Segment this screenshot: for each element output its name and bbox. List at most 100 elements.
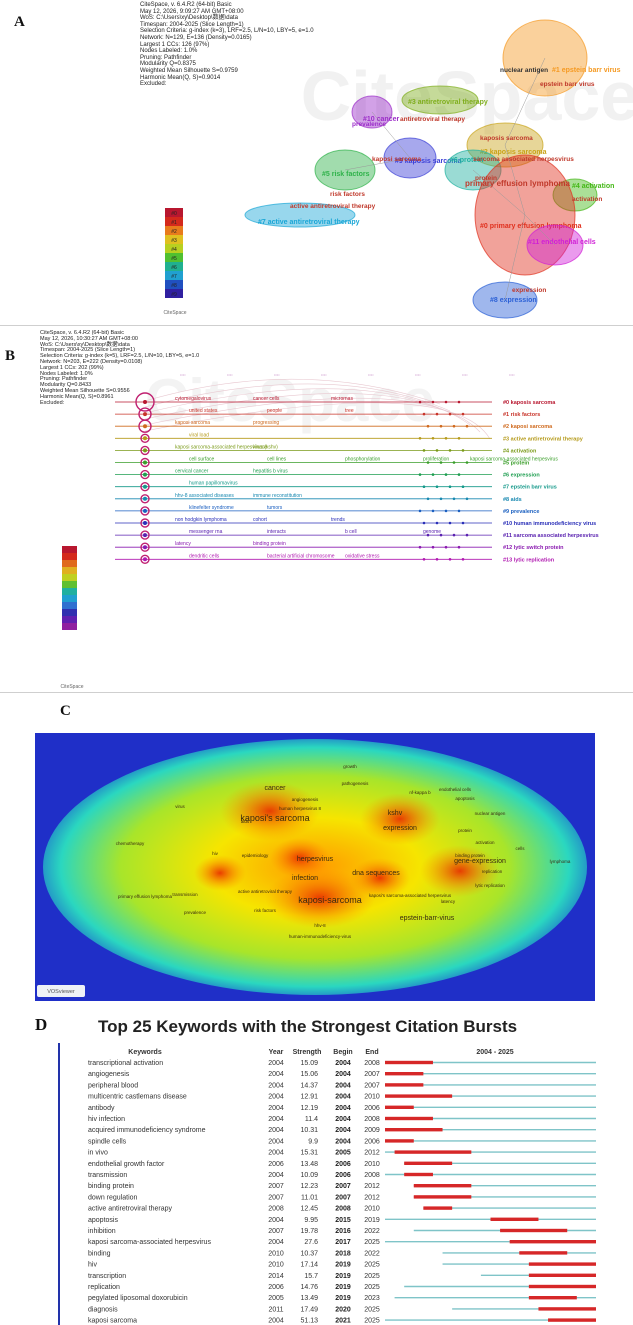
keyword-node [436, 522, 439, 525]
burst-keyword: transmission [88, 1172, 127, 1179]
keyword-node [453, 461, 456, 464]
timeline-term: micrornas [331, 396, 353, 402]
burst-bar [529, 1296, 577, 1299]
burst-end: 2025 [364, 1306, 380, 1313]
burst-strength: 9.9 [308, 1138, 318, 1145]
burst-keyword: apoptosis [88, 1217, 118, 1224]
keyword-node-core [143, 521, 147, 525]
burst-bar [491, 1218, 539, 1221]
keyword-node [419, 510, 422, 513]
panel-a-cluster-network: CiteSpace#1 epstein barr virus#10 cancer… [0, 0, 633, 325]
timeline-term: dendritic cells [189, 553, 220, 559]
keyword-node [458, 510, 461, 513]
panel-a: A CiteSpace, v. 6.4.R2 (64-bit) Basic May… [0, 0, 633, 325]
keyword-node [419, 473, 422, 476]
burst-row: kaposi sarcoma-associated herpesvirus 200… [88, 1239, 596, 1246]
timeline-cluster-label: #2 kaposi sarcoma [503, 424, 553, 430]
burst-bar [423, 1206, 452, 1209]
burst-year: 2004 [268, 1138, 284, 1145]
keyword-node [458, 546, 461, 549]
keyword-node [466, 498, 469, 501]
keyword-node [436, 449, 439, 452]
keyword-node [462, 558, 465, 561]
burst-keyword: hiv infection [88, 1116, 125, 1123]
burst-end: 2012 [364, 1150, 380, 1157]
burst-year: 2007 [268, 1183, 284, 1190]
burst-end: 2025 [364, 1318, 380, 1325]
keyword-node [419, 437, 422, 440]
burst-end: 2025 [364, 1284, 380, 1291]
legend-swatch [62, 560, 77, 567]
legend-tick: #1 [171, 220, 177, 226]
keyword-node [432, 437, 435, 440]
burst-keyword: inhibition [88, 1228, 116, 1235]
timeline-term: hhv-8 associated diseases [175, 493, 234, 499]
timeline-cluster-label: #13 lytic replication [503, 557, 555, 563]
keyword-node [432, 401, 435, 404]
burst-end: 2008 [364, 1116, 380, 1123]
burst-keyword: antibody [88, 1105, 115, 1112]
burst-strength: 17.49 [300, 1306, 318, 1313]
density-term: epidemiology [242, 853, 269, 858]
density-term: lymphoma [550, 859, 571, 864]
burst-bar [548, 1318, 596, 1321]
burst-year: 2005 [268, 1295, 284, 1302]
burst-year: 2014 [268, 1273, 284, 1280]
density-term: expression [383, 825, 417, 832]
burst-end: 2009 [364, 1127, 380, 1134]
burst-year: 2004 [268, 1127, 284, 1134]
panel-c: C kaposi's sarcoma kaposi-sarcoma cancer ks… [0, 693, 633, 1005]
timeline-term: hepatitis b virus [253, 469, 288, 475]
burst-begin: 2019 [335, 1295, 351, 1302]
burst-begin: 2020 [335, 1306, 351, 1313]
burst-strength: 15.06 [300, 1071, 318, 1078]
timeline-term: cell surface [189, 457, 215, 463]
keyword-label: risk factors [330, 191, 365, 198]
burst-year: 2004 [268, 1105, 284, 1112]
cluster-label: #1 epstein barr virus [552, 67, 621, 74]
year-tick: •••• [227, 372, 233, 377]
density-term: epstein-barr-virus [400, 915, 455, 922]
year-tick: •••• [321, 372, 327, 377]
density-term: prevalence [184, 910, 207, 915]
keyword-node [445, 510, 448, 513]
burst-bar [404, 1173, 433, 1176]
burst-keyword: hiv [88, 1262, 97, 1269]
density-term: hiv [212, 851, 219, 856]
timeline-term: cytomegalovirus [175, 396, 212, 402]
burst-end: 2008 [364, 1060, 380, 1067]
keyword-node [449, 522, 452, 525]
timeline-cluster-label: #9 prevalence [503, 509, 539, 515]
density-term: apoptosis [455, 796, 475, 801]
density-term: latency [441, 899, 456, 904]
burst-begin: 2016 [335, 1228, 351, 1235]
density-term: chemotherapy [116, 841, 145, 846]
burst-row: angiogenesis 2004 15.06 2004 2007 [88, 1071, 596, 1078]
density-term: binding protein [455, 853, 485, 858]
burst-strength: 10.09 [300, 1172, 318, 1179]
burst-strength: 12.91 [300, 1094, 318, 1101]
burst-bar [395, 1150, 472, 1153]
burst-row: in vivo 2004 15.31 2005 2012 [88, 1150, 596, 1157]
density-term: activation [475, 840, 495, 845]
burst-strength: 15.09 [300, 1060, 318, 1067]
burst-strength: 14.37 [300, 1082, 318, 1089]
keyword-node-core [143, 509, 147, 513]
burst-row: binding protein 2007 12.23 2007 2012 [88, 1183, 596, 1190]
timeline-term: viral load [189, 432, 209, 438]
burst-row: transmission 2004 10.09 2006 2008 [88, 1172, 596, 1179]
burst-end: 2012 [364, 1194, 380, 1201]
timeline-term: kaposi sarcoma-associated herpesvirus [470, 457, 558, 463]
burst-end: 2025 [364, 1262, 380, 1269]
burst-year: 2006 [268, 1161, 284, 1168]
burst-year: 2004 [268, 1071, 284, 1078]
burst-begin: 2019 [335, 1273, 351, 1280]
column-header-begin: Begin [333, 1049, 352, 1056]
keyword-label: antiretroviral therapy [400, 116, 465, 123]
year-tick: •••• [368, 372, 374, 377]
burst-keyword: peripheral blood [88, 1082, 138, 1089]
density-term: lytic replication [475, 883, 505, 888]
density-term: active antiretroviral therapy [238, 889, 293, 894]
timeline-cluster-label: #0 kaposis sarcoma [503, 400, 556, 406]
keyword-node [423, 485, 426, 488]
